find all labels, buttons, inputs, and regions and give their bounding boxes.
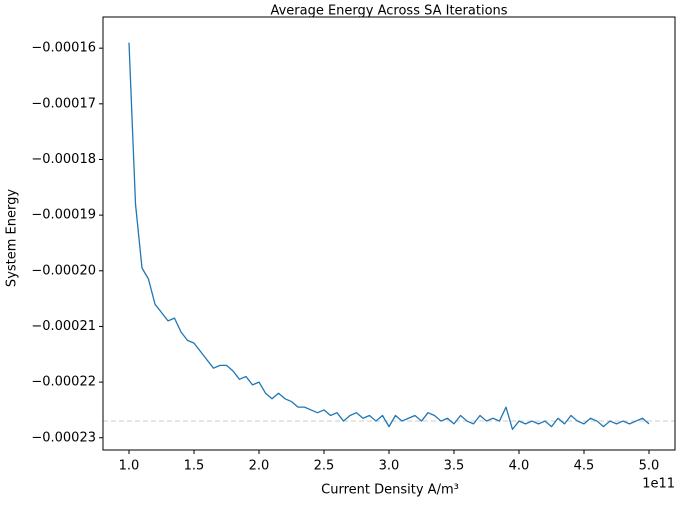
y-tick-label: −0.00020: [31, 263, 96, 278]
y-tick-label: −0.00023: [31, 430, 96, 445]
x-tick-label: 3.0: [379, 459, 400, 474]
y-tick-label: −0.00016: [31, 41, 96, 56]
y-tick-label: −0.00022: [31, 375, 96, 390]
y-tick-label: −0.00017: [31, 96, 96, 111]
x-tick-label: 3.5: [444, 459, 465, 474]
x-tick-label: 5.0: [639, 459, 660, 474]
y-axis-label: System Energy: [5, 189, 20, 287]
x-tick-label: 2.5: [314, 459, 335, 474]
y-tick-label: −0.00021: [31, 319, 96, 334]
x-offset-label: 1e11: [642, 477, 675, 492]
x-tick-label: 1.0: [119, 459, 140, 474]
x-tick-label: 4.0: [509, 459, 530, 474]
y-tick-label: −0.00019: [31, 208, 96, 223]
x-tick-label: 2.0: [249, 459, 270, 474]
plot-frame: [102, 16, 676, 451]
x-axis-label: Current Density A/m³: [321, 483, 459, 498]
x-tick-label: 4.5: [574, 459, 595, 474]
chart-title: Average Energy Across SA Iterations: [270, 4, 507, 19]
x-tick-label: 1.5: [184, 459, 205, 474]
y-tick-label: −0.00018: [31, 152, 96, 167]
data-line: [128, 42, 650, 431]
